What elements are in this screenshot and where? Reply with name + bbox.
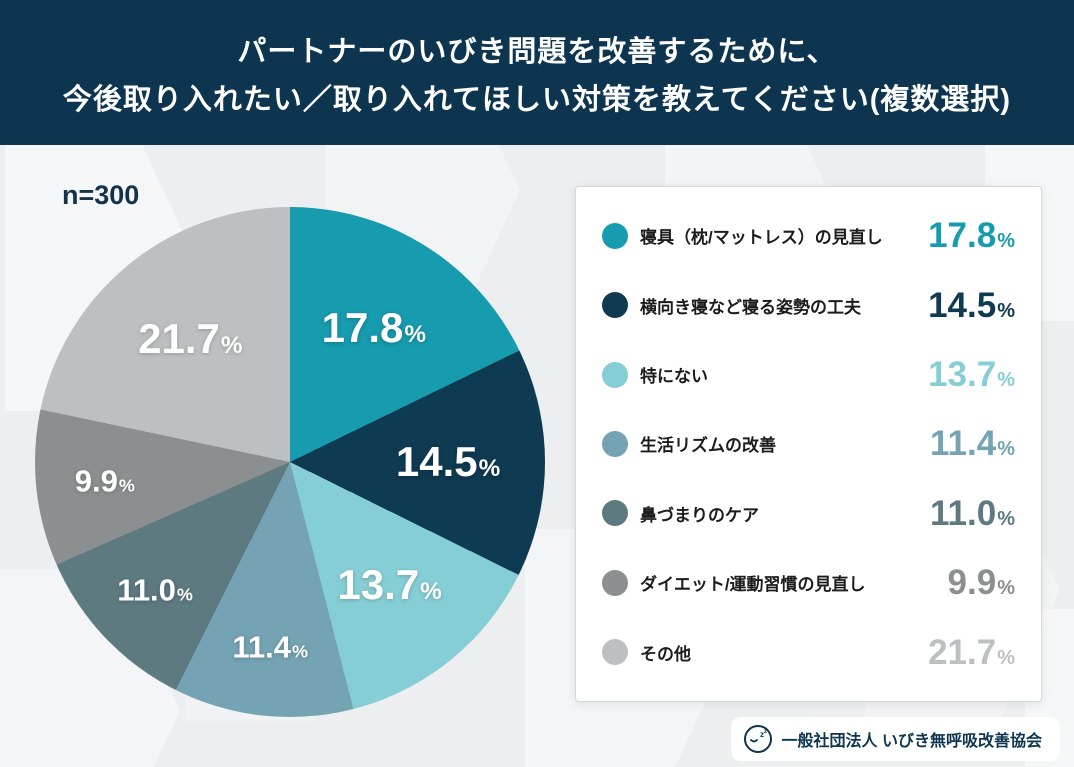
legend-label: その他 [640,644,691,664]
legend-label: 寝具（枕/マットレス）の見直し [640,228,883,248]
legend-value: 9.9% [947,563,1015,603]
legend-item: 横向き寝など寝る姿勢の工夫 14.5% [602,288,1015,323]
legend-color-dot [602,639,628,666]
legend-value: 11.4% [930,424,1015,464]
legend-value: 14.5% [928,285,1015,325]
pie-slice-label: 17.8% [321,303,427,351]
organization-name: 一般社団法人 いびき無呼吸改善協会 [781,733,1042,750]
svg-text:z: z [764,729,767,735]
svg-text:z: z [760,730,764,739]
legend-color-dot [602,292,628,319]
legend-label: 横向き寝など寝る姿勢の工夫 [640,297,861,317]
legend-item: 生活リズムの改善 11.4% [602,426,1015,461]
organization-footer: z z 一般社団法人 いびき無呼吸改善協会 [730,717,1060,761]
legend-item: 特にない 13.7% [602,357,1015,392]
org-logo-icon: z z [743,724,773,754]
legend-color-dot [602,430,628,457]
sample-size-label: n=300 [62,180,140,210]
legend-value: 17.8% [928,216,1015,256]
legend-value: 13.7% [928,355,1015,395]
pie-chart: 17.8% 14.5% 13.7% 11.4% 11.0% 9.9% 21.7% [35,207,545,717]
legend-item: 寝具（枕/マットレス）の見直し 17.8% [602,218,1015,253]
legend-item: その他 21.7% [602,635,1015,670]
legend-color-dot [602,361,628,388]
legend-label: 特にない [640,367,708,387]
title-line-2: 今後取り入れたい／取り入れてほしい対策を教えてください(複数選択) [62,83,1012,116]
pie-slice-label: 21.7% [138,315,243,363]
legend-color-dot [602,569,628,596]
legend-value: 11.0% [930,493,1015,533]
legend-value: 21.7% [928,632,1015,672]
legend-item: ダイエット/運動習慣の見直し 9.9% [602,565,1015,600]
pie-slice-label: 9.9% [74,463,135,499]
legend-label: 生活リズムの改善 [640,436,776,456]
legend-label: ダイエット/運動習慣の見直し [640,575,866,595]
pie-slice-label: 13.7% [337,560,442,608]
legend-color-dot [602,222,628,249]
legend-color-dot [602,500,628,527]
pie-slice-label: 11.4% [232,629,308,665]
legend-item: 鼻づまりのケア 11.0% [602,496,1015,531]
legend-label: 鼻づまりのケア [640,505,759,525]
title-banner: パートナーのいびき問題を改善するために、 今後取り入れたい／取り入れてほしい対策… [0,0,1074,145]
title-line-1: パートナーのいびき問題を改善するために、 [237,35,837,68]
pie-slice-label: 11.0% [117,572,193,608]
legend-panel: 寝具（枕/マットレス）の見直し 17.8% 横向き寝など寝る姿勢の工夫 14.5… [575,186,1042,702]
pie-slice-label: 14.5% [395,438,501,486]
